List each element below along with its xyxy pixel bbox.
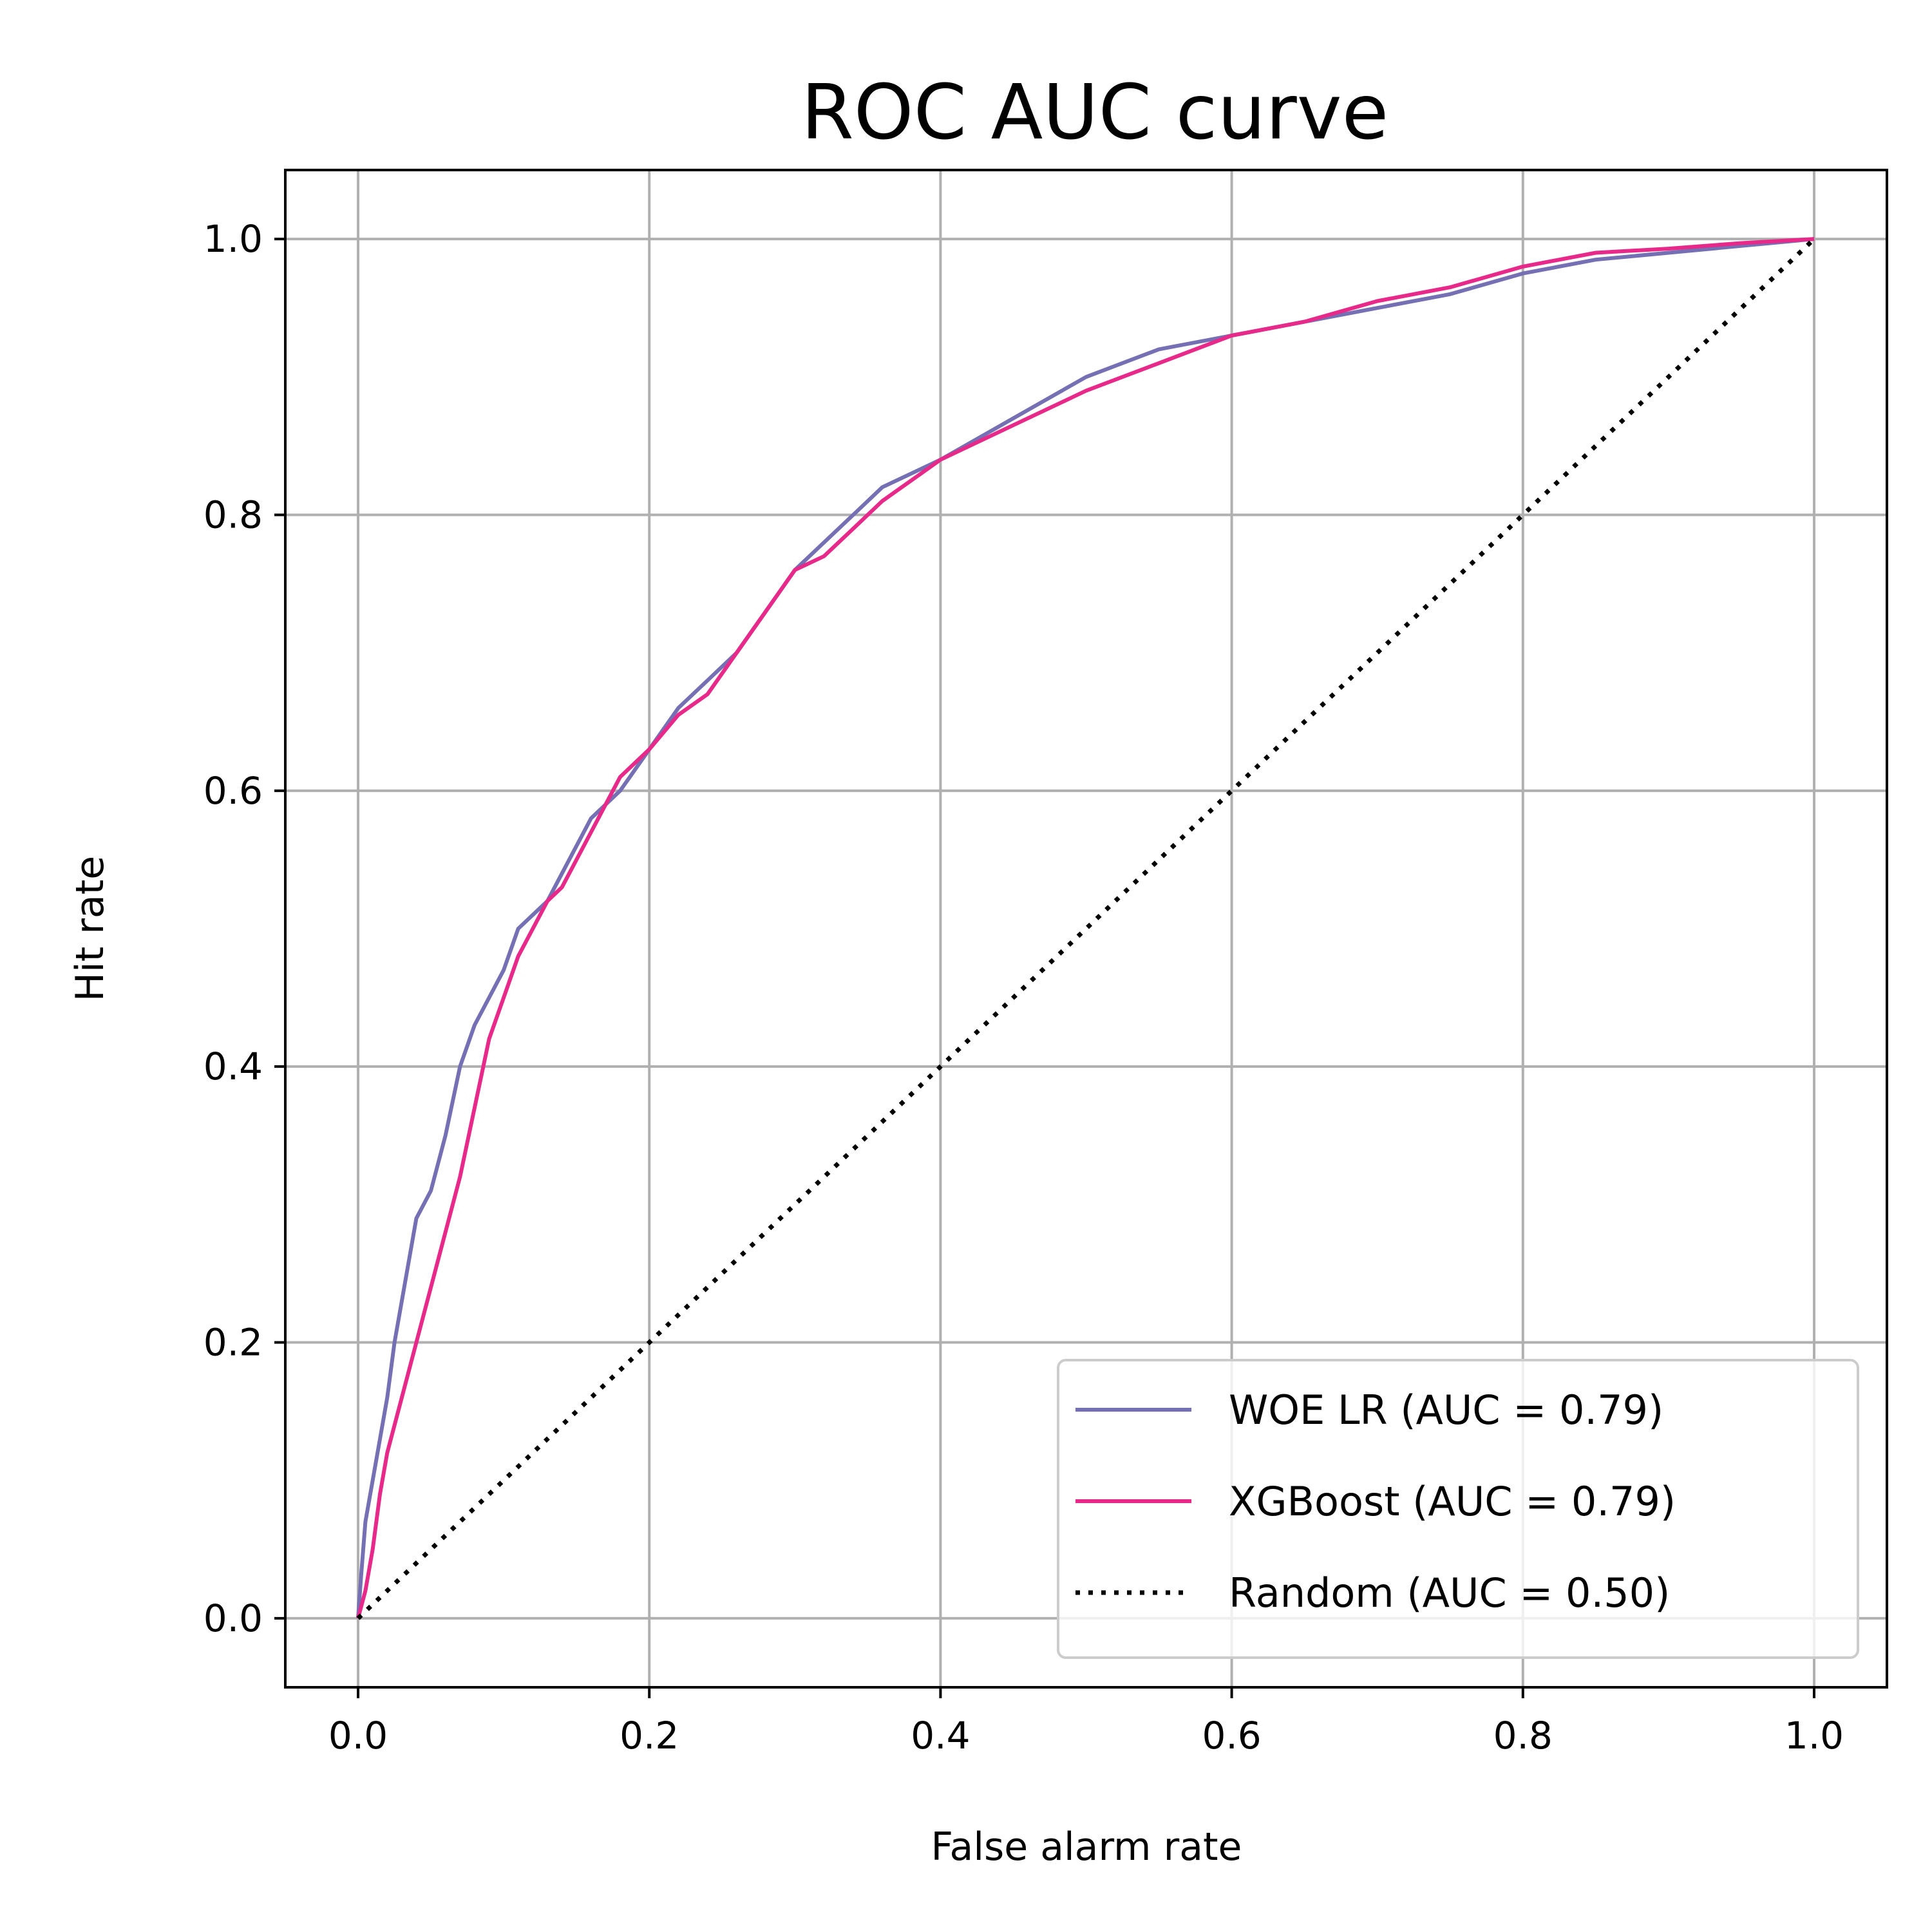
y-axis-label: Hit rate xyxy=(68,856,113,1001)
grid-lines xyxy=(285,170,1887,1687)
legend-label-1: XGBoost (AUC = 0.79) xyxy=(1229,1478,1676,1525)
plot-frame xyxy=(284,169,1888,1689)
legend-box xyxy=(1057,1359,1859,1659)
y-tick-label: 0.8 xyxy=(204,493,263,536)
chart-title: ROC AUC curve xyxy=(801,68,1388,156)
x-tick-label: 0.2 xyxy=(620,1714,679,1757)
x-tick-label: 1.0 xyxy=(1785,1714,1844,1757)
x-axis-label: False alarm rate xyxy=(931,1824,1242,1870)
legend: WOE LR (AUC = 0.79) XGBoost (AUC = 0.79) R… xyxy=(1057,1359,1859,1659)
x-tick-label: 0.6 xyxy=(1202,1714,1261,1757)
y-tick-label: 1.0 xyxy=(204,217,263,261)
y-tick-label: 0.2 xyxy=(204,1321,263,1365)
x-tick-label: 0.0 xyxy=(328,1714,388,1757)
y-tick-label: 0.0 xyxy=(204,1596,263,1640)
y-tick-label: 0.6 xyxy=(204,769,263,813)
y-axis-ticks: 0.0 0.2 0.4 0.6 0.8 1.0 xyxy=(204,217,285,1640)
x-tick-label: 0.8 xyxy=(1493,1714,1553,1757)
legend-label-0: WOE LR (AUC = 0.79) xyxy=(1229,1387,1663,1434)
x-axis-ticks: 0.0 0.2 0.4 0.6 0.8 1.0 xyxy=(328,1687,1844,1757)
legend-label-2: Random (AUC = 0.50) xyxy=(1229,1569,1670,1616)
series-line-1 xyxy=(356,237,1815,1619)
x-tick-label: 0.4 xyxy=(911,1714,970,1757)
series-layer xyxy=(356,237,1816,1620)
y-tick-label: 0.4 xyxy=(204,1045,263,1088)
